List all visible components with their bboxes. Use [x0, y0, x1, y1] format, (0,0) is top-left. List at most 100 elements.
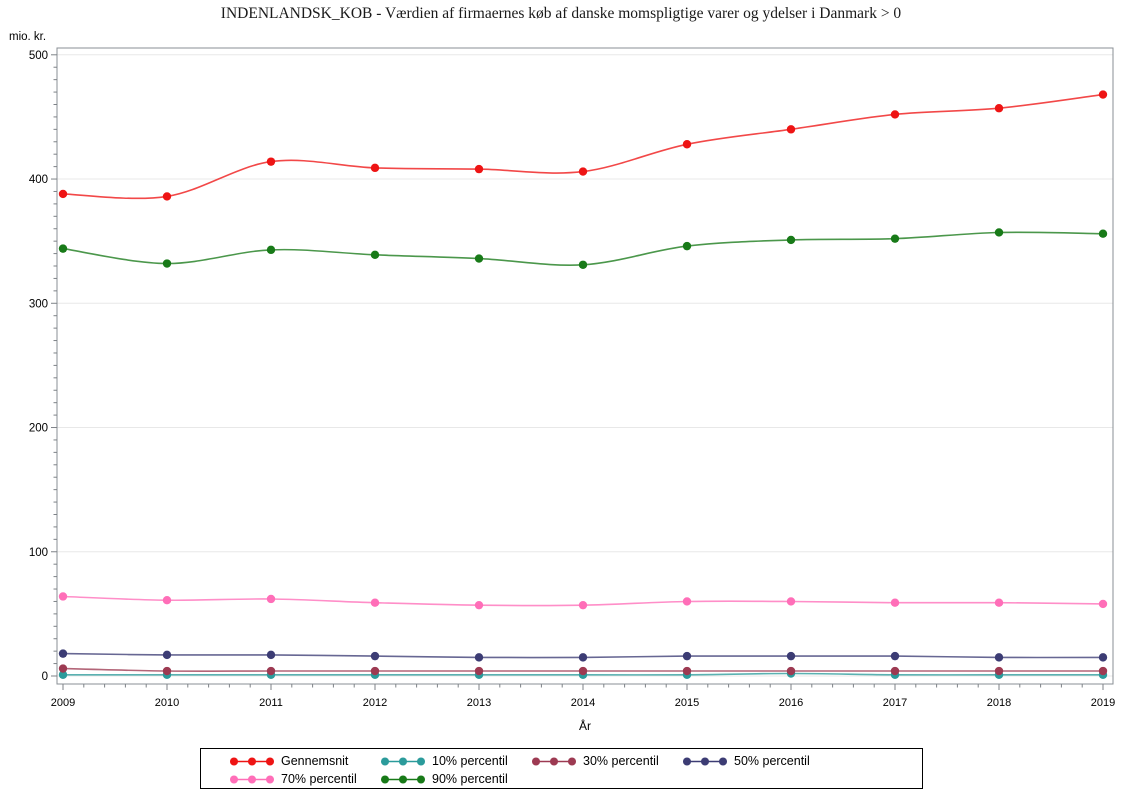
y-axis-unit-label: mio. kr.	[9, 31, 47, 43]
series-marker-50-percentil	[474, 653, 484, 662]
series-marker-90-percentil	[370, 250, 380, 260]
series-marker-30-percentil	[370, 666, 380, 676]
series-marker-30-percentil	[786, 666, 796, 676]
x-tick-label: 2010	[155, 697, 179, 709]
series-marker-gennemsnit	[578, 167, 588, 176]
series-marker-gennemsnit	[58, 189, 68, 199]
series-marker-50-percentil	[266, 650, 276, 660]
y-tick-label: 0	[42, 671, 48, 683]
series-marker-70-percentil	[370, 598, 380, 607]
series-marker-gennemsnit	[786, 125, 796, 134]
legend-marker-icon	[230, 775, 274, 783]
plot-area: 0 100 200 300 400 500 2009 2010 2011 2012 2013 2014…	[29, 47, 1115, 709]
x-tick-label: 2009	[51, 697, 75, 709]
series-marker-70-percentil	[58, 592, 68, 601]
series-marker-gennemsnit	[162, 192, 172, 201]
legend-marker-icon	[532, 757, 576, 765]
series-marker-50-percentil	[578, 653, 588, 662]
legend-item-70-percentil: 70% percentil	[229, 770, 380, 788]
legend-label: 30% percentil	[583, 754, 659, 768]
series-marker-gennemsnit	[266, 157, 276, 166]
y-tick-label: 500	[29, 50, 48, 62]
series-marker-30-percentil	[58, 664, 68, 673]
series-marker-gennemsnit	[474, 164, 484, 174]
x-tick-label: 2018	[987, 697, 1011, 709]
series-marker-90-percentil	[474, 254, 484, 263]
series-marker-30-percentil	[162, 666, 172, 676]
y-tick-label: 100	[29, 547, 48, 559]
legend-item-90-percentil: 90% percentil	[380, 770, 531, 788]
x-tick-label: 2019	[1091, 697, 1115, 709]
series-marker-30-percentil	[682, 666, 692, 676]
series-marker-30-percentil	[266, 666, 276, 676]
series-marker-70-percentil	[578, 600, 588, 610]
legend-marker-icon	[381, 775, 425, 783]
x-axis-title: År	[579, 719, 591, 733]
legend-item-10-percentil: 10% percentil	[380, 752, 531, 770]
legend-item-gennemsnit: Gennemsnit	[229, 752, 380, 770]
series-marker-90-percentil	[786, 235, 796, 245]
series-marker-30-percentil	[474, 666, 484, 676]
series-marker-70-percentil	[162, 596, 172, 605]
plot-frame	[56, 47, 1114, 685]
x-tick-label: 2011	[259, 697, 283, 709]
x-tick-label: 2014	[571, 697, 595, 709]
series-line-90-percentil	[62, 231, 1104, 266]
legend-item-30-percentil: 30% percentil	[531, 752, 682, 770]
series-line-gennemsnit	[62, 93, 1104, 200]
x-tick-label: 2016	[779, 697, 803, 709]
series-marker-70-percentil	[994, 598, 1004, 607]
series-marker-90-percentil	[890, 234, 900, 243]
series-marker-30-percentil	[890, 666, 900, 676]
x-tick-label: 2015	[675, 697, 699, 709]
legend: Gennemsnit 10% percentil 30% percentil 50% …	[200, 748, 923, 789]
series-marker-50-percentil	[58, 649, 68, 658]
series-marker-30-percentil	[578, 666, 588, 676]
legend-label: 90% percentil	[432, 772, 508, 786]
y-tick-label: 400	[29, 174, 48, 186]
series-marker-gennemsnit	[370, 163, 380, 173]
series-marker-10-percentil	[58, 670, 68, 679]
series-marker-90-percentil	[162, 259, 172, 268]
legend-marker-icon	[381, 757, 425, 765]
legend-label: 50% percentil	[734, 754, 810, 768]
series-marker-50-percentil	[994, 653, 1004, 662]
series-marker-gennemsnit	[890, 110, 900, 119]
series-marker-70-percentil	[1098, 599, 1108, 609]
series-marker-50-percentil	[786, 651, 796, 661]
series-marker-50-percentil	[682, 651, 692, 661]
series-marker-50-percentil	[1098, 653, 1108, 662]
series-marker-50-percentil	[890, 651, 900, 661]
legend-item-50-percentil: 50% percentil	[682, 752, 833, 770]
series-marker-90-percentil	[266, 245, 276, 255]
series-marker-90-percentil	[682, 241, 692, 251]
series-marker-gennemsnit	[994, 104, 1004, 113]
x-tick-label: 2017	[883, 697, 907, 709]
series-marker-50-percentil	[370, 651, 380, 661]
legend-label: 10% percentil	[432, 754, 508, 768]
chart-title: INDENLANDSK_KOB - Værdien af firmaernes …	[220, 5, 902, 22]
series-marker-70-percentil	[266, 594, 276, 604]
series-marker-70-percentil	[682, 597, 692, 606]
series-marker-90-percentil	[1098, 229, 1108, 238]
series-marker-70-percentil	[890, 598, 900, 607]
legend-marker-icon	[683, 757, 727, 765]
series-marker-90-percentil	[58, 244, 68, 253]
legend-label: 70% percentil	[281, 772, 357, 786]
series-marker-90-percentil	[578, 260, 588, 269]
x-tick-label: 2012	[363, 697, 387, 709]
series-marker-50-percentil	[162, 650, 172, 660]
legend-label: Gennemsnit	[281, 754, 349, 768]
series-marker-30-percentil	[1098, 666, 1108, 676]
series-marker-90-percentil	[994, 228, 1004, 237]
series-marker-gennemsnit	[1098, 90, 1108, 99]
series-marker-70-percentil	[786, 597, 796, 606]
y-tick-label: 300	[29, 298, 48, 310]
x-tick-label: 2013	[467, 697, 491, 709]
y-tick-label: 200	[29, 423, 48, 435]
series-marker-30-percentil	[994, 666, 1004, 676]
legend-marker-icon	[230, 757, 274, 765]
series-marker-gennemsnit	[682, 140, 692, 149]
series-marker-70-percentil	[474, 600, 484, 610]
